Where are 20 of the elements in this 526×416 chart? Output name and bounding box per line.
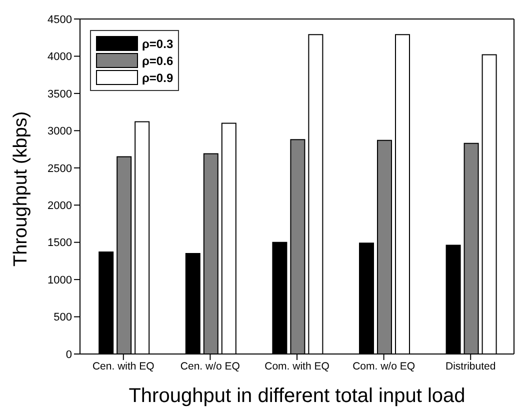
x-axis-title: Throughput in different total input load — [128, 385, 466, 407]
y-axis-title: Throughput (kbps) — [10, 111, 32, 266]
x-tick-label: Cen. w/o EQ — [180, 360, 240, 372]
x-tick-label: Com. w/o EQ — [352, 360, 416, 372]
x-tick-label: Com. with EQ — [264, 360, 330, 372]
y-tick-label: 4000 — [48, 51, 72, 64]
x-tick-label: Cen. with EQ — [92, 360, 154, 372]
legend-label: ρ=0.6 — [142, 54, 174, 68]
y-tick-label: 3000 — [48, 126, 72, 138]
y-tick-label: 0 — [66, 348, 72, 361]
legend-label: ρ=0.3 — [142, 36, 174, 50]
y-tick-label: 2000 — [48, 200, 72, 212]
y-tick-label: 500 — [54, 312, 72, 324]
y-tick-label: 3500 — [48, 88, 72, 100]
y-tick-label: 1500 — [48, 237, 72, 250]
legend-label: ρ=0.9 — [142, 70, 174, 84]
y-tick-label: 4500 — [48, 14, 72, 26]
y-tick-label: 2500 — [48, 162, 72, 175]
y-tick-label: 1000 — [48, 274, 72, 286]
x-tick-label: Distributed — [446, 360, 496, 372]
